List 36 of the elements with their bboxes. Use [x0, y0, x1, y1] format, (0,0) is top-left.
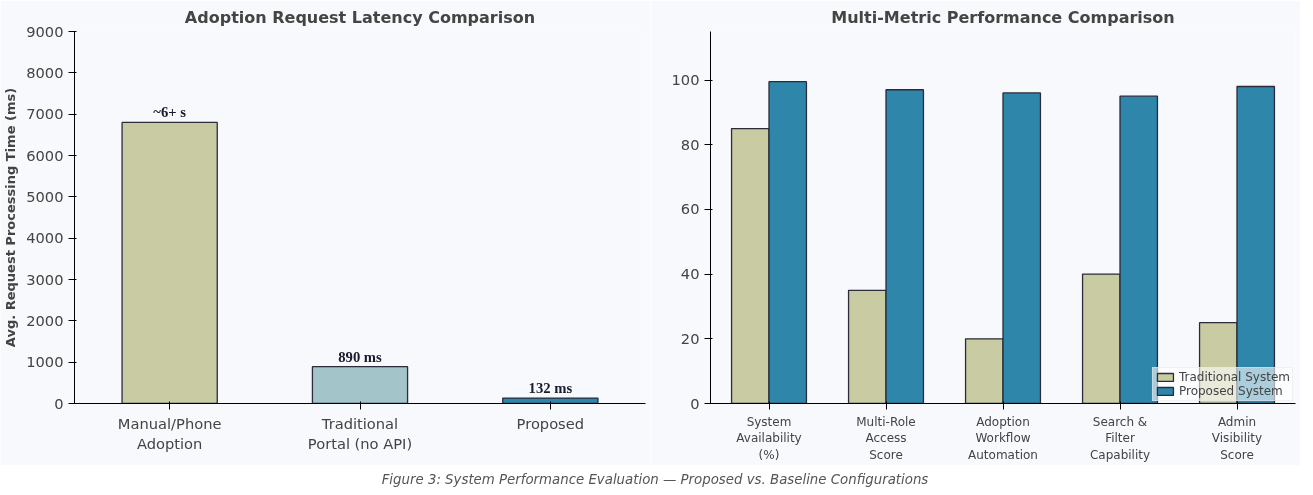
- bar: [121, 121, 218, 404]
- y-tick-label: 0: [54, 394, 64, 412]
- x-tick-label: System Availability (%): [736, 414, 802, 463]
- x-tick-label: Adoption Workflow Automation: [968, 414, 1038, 463]
- y-tick-label: 60: [680, 200, 700, 218]
- y-axis-title: Avg. Request Processing Time (ms): [3, 87, 19, 348]
- y-tick-label: 4000: [26, 229, 64, 247]
- caption: Figure 3: System Performance Evaluation — Proposed vs. Baseline Configurations: [381, 471, 929, 489]
- y-tick-label: 2000: [26, 311, 64, 329]
- bar: [502, 397, 599, 404]
- x-tick-label: Traditional Portal (no API): [307, 414, 413, 452]
- chart-title: Adoption Request Latency Comparison: [184, 7, 536, 27]
- y-tick-label: 100: [671, 71, 700, 89]
- y-tick-label: 9000: [26, 22, 64, 40]
- x-tick-label: Manual/Phone Adoption: [117, 414, 222, 452]
- chart-title: Multi-Metric Performance Comparison: [831, 7, 1175, 27]
- bar: [311, 366, 409, 404]
- y-tick-label: 80: [680, 135, 700, 153]
- x-tick-label: Search & Filter Capability: [1089, 414, 1151, 463]
- data-label: 890 ms: [338, 348, 383, 365]
- y-tick-label: 5000: [26, 187, 64, 205]
- x-tick-label: Proposed: [516, 414, 585, 432]
- legend-label: Proposed System: [1178, 384, 1283, 398]
- y-tick-label: 8000: [26, 63, 64, 81]
- x-tick-label: Admin Visibility Score: [1211, 414, 1263, 463]
- y-tick-label: 6000: [26, 146, 64, 164]
- y-tick-label: 1000: [26, 353, 64, 371]
- y-tick-label: 40: [680, 265, 700, 283]
- y-tick-label: 3000: [26, 270, 64, 288]
- x-tick-label: Multi-Role Access Score: [856, 414, 916, 463]
- data-label: ~6+ s: [153, 104, 187, 121]
- legend-label: Traditional System: [1178, 370, 1290, 384]
- data-label: 132 ms: [528, 380, 573, 397]
- y-tick-label: 0: [690, 394, 700, 412]
- y-tick-label: 20: [680, 329, 700, 347]
- y-tick-label: 7000: [26, 105, 64, 123]
